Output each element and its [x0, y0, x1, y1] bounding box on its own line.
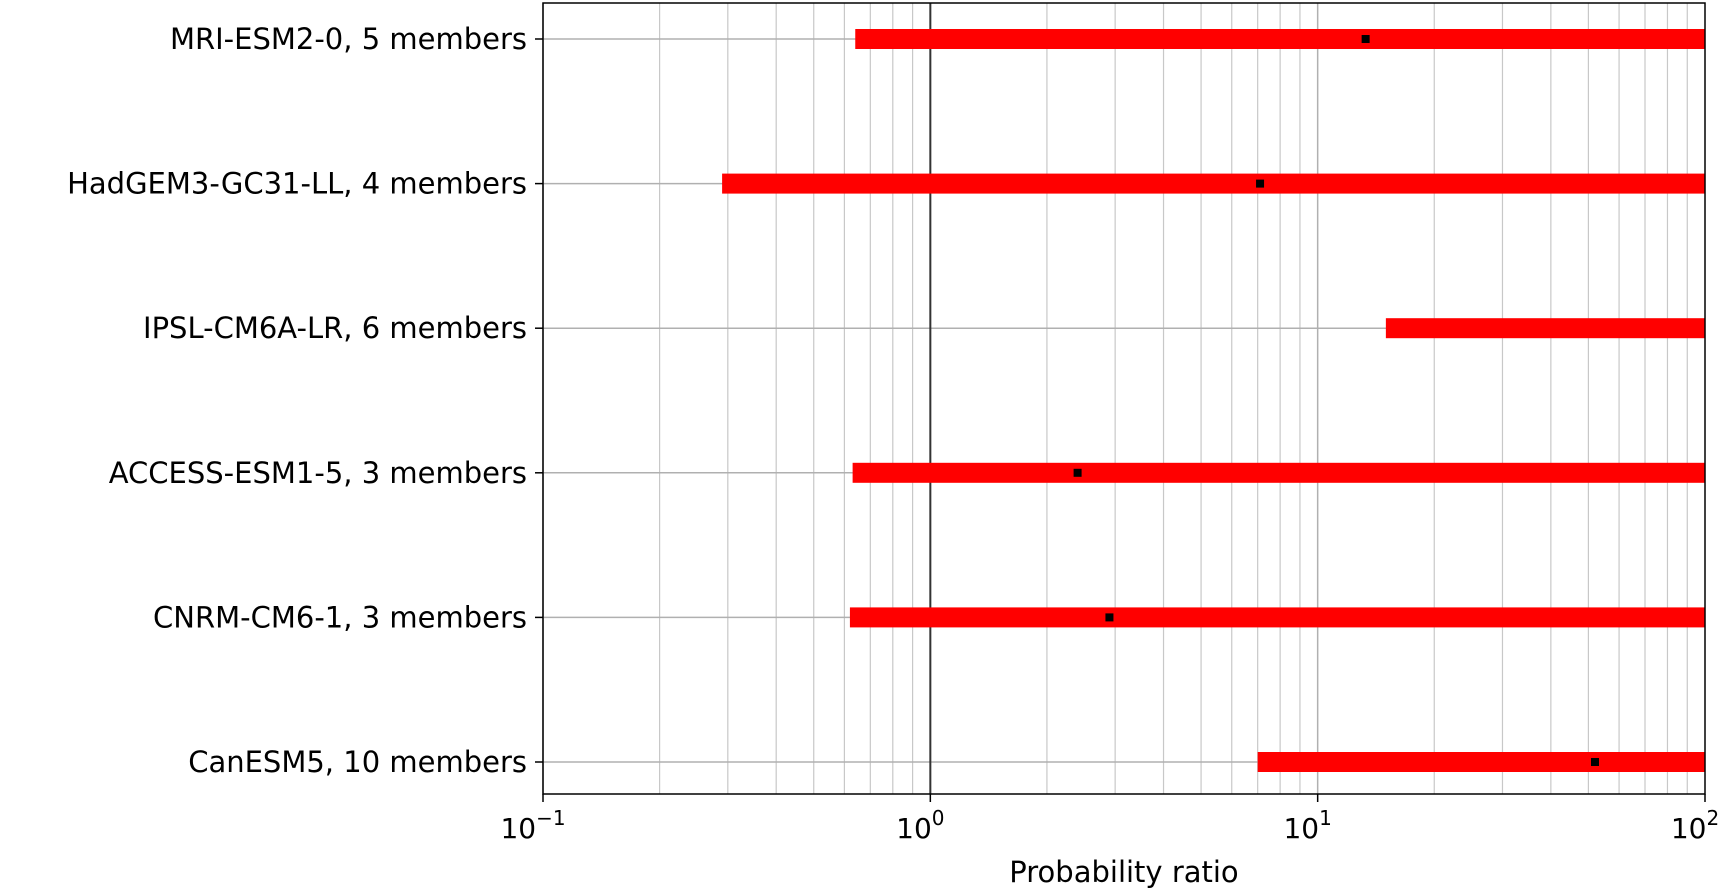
best-estimate-point	[1105, 613, 1114, 622]
best-estimate-point	[1590, 758, 1599, 766]
y-tick-label: ACCESS-ESM1-5, 3 members	[109, 456, 527, 490]
best-estimate-point	[1256, 179, 1265, 188]
x-tick-label: 101	[1283, 806, 1331, 845]
interval-bar	[1257, 752, 1705, 772]
y-tick-label: IPSL-CM6A-LR, 6 members	[143, 311, 527, 345]
plot-frame	[542, 2, 1706, 795]
y-axis-ticks: MRI-ESM2-0, 5 members HadGEM3-GC31-LL, 4 …	[67, 22, 543, 779]
interval-bar	[855, 29, 1705, 49]
minor-gridlines	[658, 3, 1688, 794]
interval-bar	[1385, 318, 1705, 339]
y-tick-label: HadGEM3-GC31-LL, 4 members	[67, 167, 527, 201]
y-tick-label: CNRM-CM6-1, 3 members	[153, 600, 527, 634]
x-axis-ticks: 10−1 100 101 102	[500, 794, 1719, 845]
best-estimate-point	[1361, 35, 1370, 43]
y-tick-label: CanESM5, 10 members	[188, 745, 527, 779]
best-estimate-points	[1073, 35, 1599, 766]
category-gridlines	[543, 38, 1705, 763]
interval-bar	[852, 462, 1705, 483]
interval-bars	[722, 29, 1705, 772]
x-tick-label: 100	[896, 806, 944, 845]
x-tick-label: 102	[1671, 806, 1719, 845]
x-tick-label: 10−1	[500, 806, 565, 845]
best-estimate-point	[1073, 468, 1082, 477]
interval-bar	[849, 607, 1705, 628]
interval-bar	[722, 173, 1705, 194]
x-axis-title: Probability ratio	[1009, 855, 1238, 889]
y-tick-label: MRI-ESM2-0, 5 members	[170, 22, 527, 56]
